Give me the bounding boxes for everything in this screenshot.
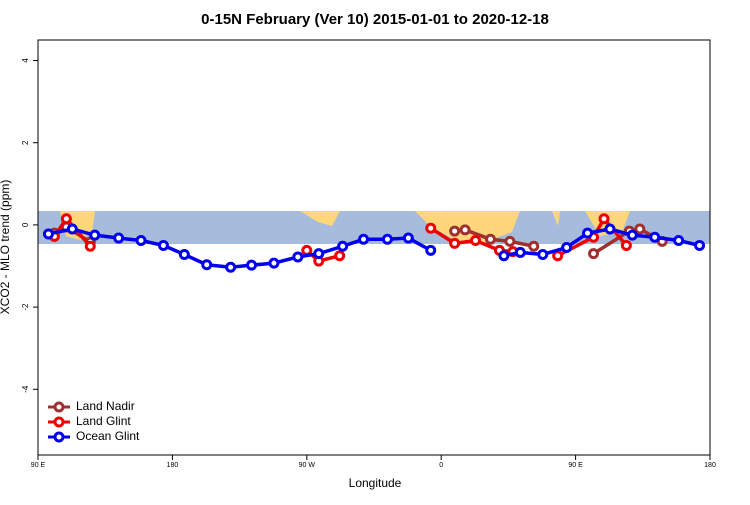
x-tick-label: 180 [704, 462, 716, 469]
point [268, 257, 280, 269]
point [649, 231, 661, 243]
point [449, 237, 461, 249]
point [113, 232, 125, 244]
point [89, 229, 101, 241]
point [60, 213, 72, 225]
x-tick-label: 180 [167, 462, 179, 469]
x-tick-label: 90 E [568, 462, 583, 469]
chart-title: 0-15N February (Ver 10) 2015-01-01 to 20… [201, 11, 549, 28]
point [537, 248, 549, 260]
x-tick-label: 90 W [299, 462, 316, 469]
legend-marker [53, 401, 65, 413]
point [634, 223, 646, 235]
point [157, 239, 169, 251]
point [84, 240, 96, 252]
point [484, 233, 496, 245]
y-tick-label: 2 [21, 140, 30, 145]
point [552, 250, 564, 262]
legend-label: Ocean Glint [76, 429, 140, 443]
point [425, 222, 437, 234]
point [425, 244, 437, 256]
legend-label: Land Nadir [76, 399, 135, 413]
point [514, 246, 526, 258]
x-tick-label: 0 [439, 462, 443, 469]
legend-label: Land Glint [76, 414, 131, 428]
point [225, 261, 237, 273]
point [604, 223, 616, 235]
point [504, 235, 516, 247]
y-tick-label: -2 [21, 303, 30, 311]
plot-frame [37, 39, 711, 456]
y-tick-label: 0 [21, 222, 30, 227]
x-axis-label: Longitude [349, 476, 402, 490]
point [313, 248, 325, 260]
legend-marker [53, 431, 65, 443]
legend-marker [53, 416, 65, 428]
point [381, 233, 393, 245]
point [528, 240, 540, 252]
point [337, 240, 349, 252]
point [358, 233, 370, 245]
x-tick-label: 90 E [31, 462, 46, 469]
point [246, 259, 258, 271]
point [334, 250, 346, 262]
point [561, 242, 573, 253]
point [201, 259, 213, 271]
y-tick-label: -4 [21, 385, 30, 393]
point [135, 235, 147, 247]
point [178, 248, 190, 260]
point [449, 225, 461, 237]
point [626, 229, 638, 241]
point [588, 248, 600, 260]
point [292, 251, 304, 263]
point [42, 228, 54, 240]
point [470, 235, 482, 247]
point [673, 235, 685, 247]
point [402, 232, 414, 244]
point [459, 224, 471, 236]
y-tick-label: 4 [21, 58, 30, 63]
point [694, 239, 706, 251]
point [498, 250, 510, 262]
point [301, 244, 313, 256]
point [598, 213, 610, 225]
point [620, 239, 632, 251]
point [582, 227, 594, 239]
point [66, 223, 78, 235]
y-axis-label: XCO2 - MLO trend (ppm) [0, 180, 12, 315]
